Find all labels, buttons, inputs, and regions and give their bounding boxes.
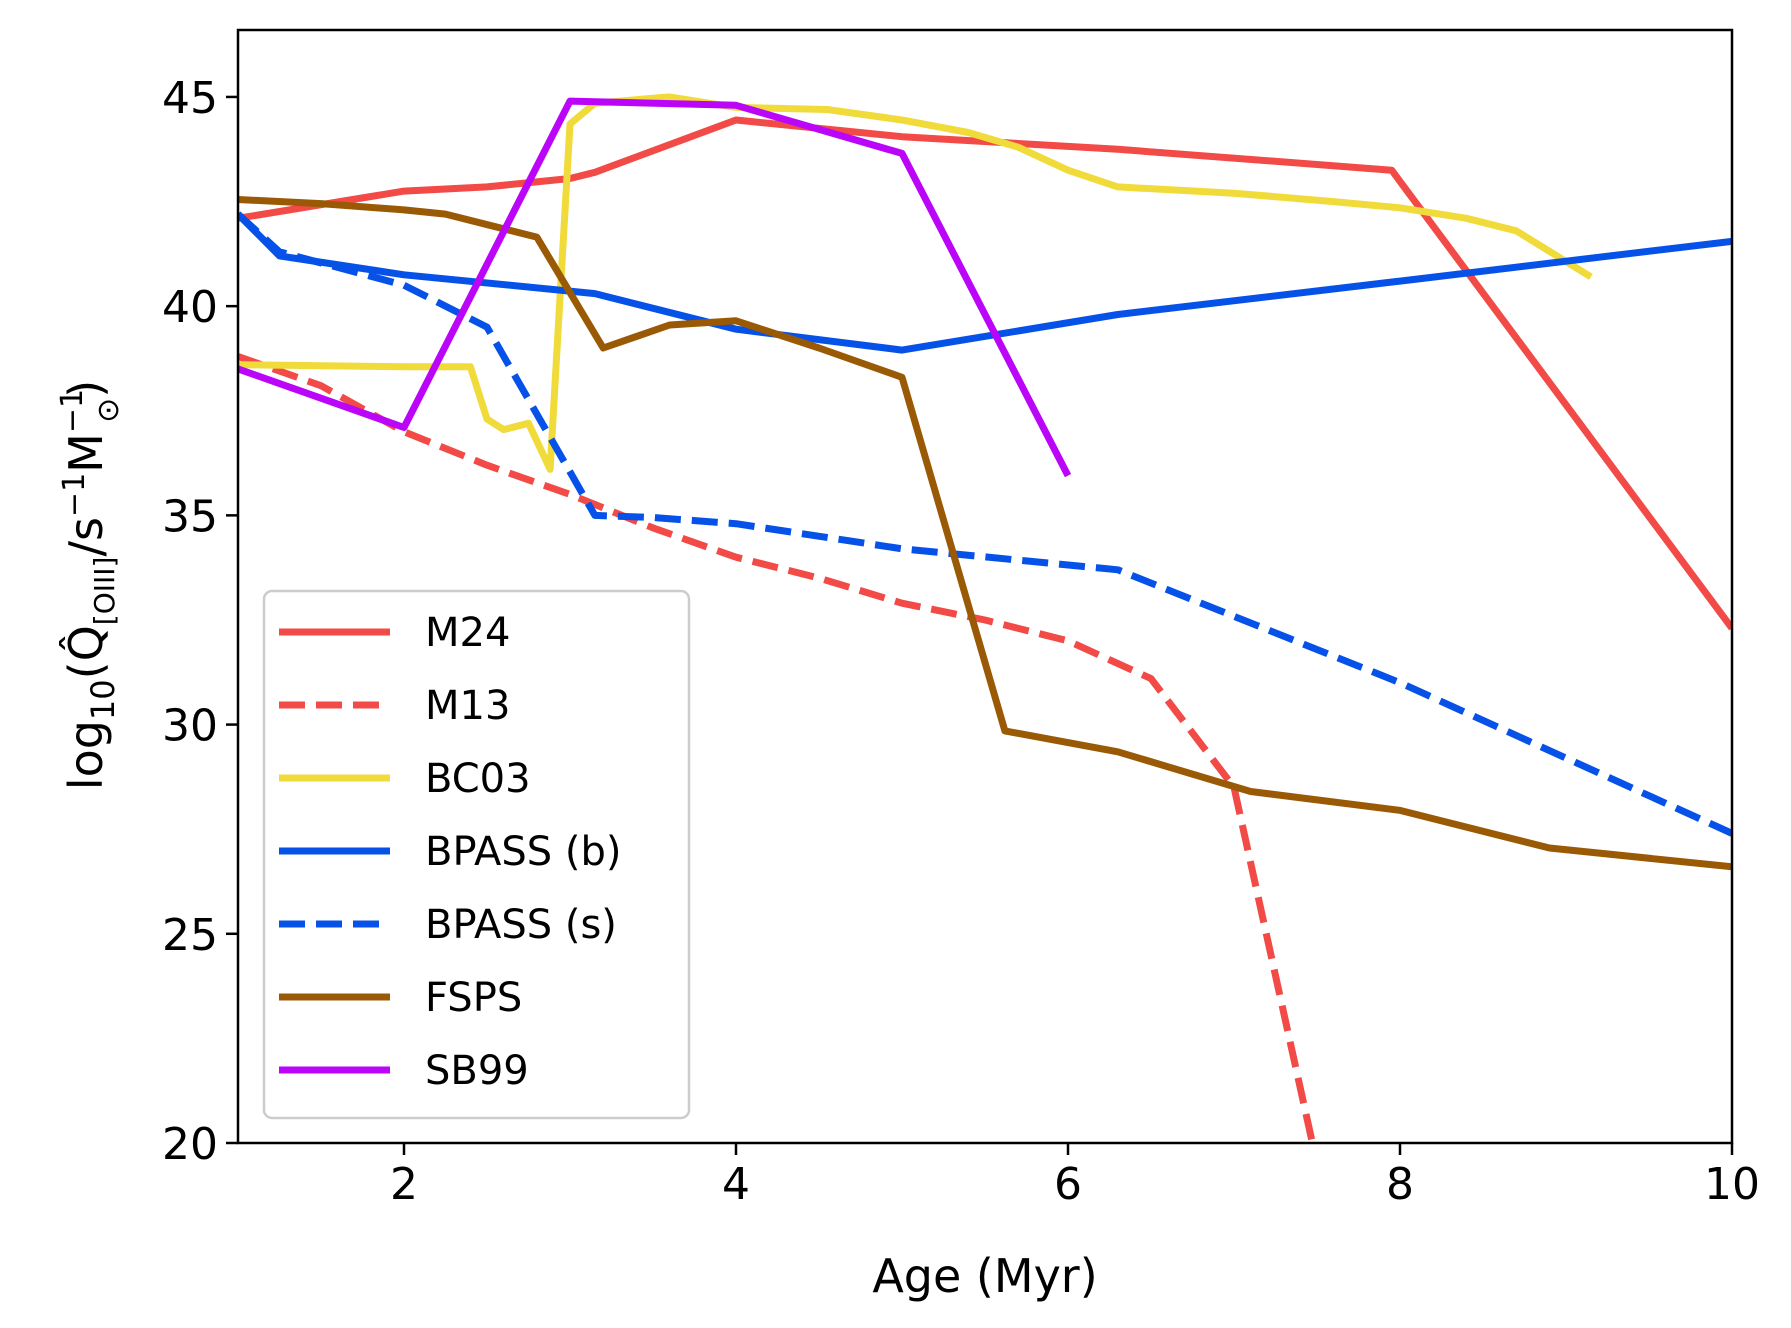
- legend-frame: [262, 589, 691, 1120]
- legend-label-m24: M24: [425, 610, 510, 656]
- series-line-bpass-s: [238, 211, 1732, 837]
- y-tick-label-45: 45: [162, 73, 218, 124]
- x-tick-label-4: 4: [722, 1159, 750, 1210]
- y-tick-label-20: 20: [162, 1119, 218, 1170]
- legend-label-fsps: FSPS: [425, 975, 522, 1021]
- legend-label-bpass-s: BPASS (s): [425, 902, 617, 948]
- x-axis-label: Age (Myr): [872, 1249, 1097, 1303]
- series-line-m13: [238, 353, 1316, 1143]
- legend-label-bpass-b: BPASS (b): [425, 829, 621, 875]
- legend-label-bc03: BC03: [425, 756, 531, 802]
- legend-label-m13: M13: [425, 683, 510, 729]
- series-line-m24: [238, 116, 1732, 631]
- legend-label-sb99: SB99: [425, 1048, 529, 1094]
- y-tick-label-25: 25: [162, 910, 218, 961]
- y-tick-label-35: 35: [162, 491, 218, 542]
- x-tick-label-8: 8: [1386, 1159, 1414, 1210]
- series-line-bc03: [238, 93, 1593, 473]
- plot-frame: [236, 28, 1734, 1145]
- legend: M24 M13 BC03 BPASS (b) BPASS (s) FSPS SB99: [262, 589, 691, 1120]
- series-line-fsps: [238, 196, 1732, 871]
- x-tick-label-2: 2: [390, 1159, 418, 1210]
- series-line-sb99: [238, 97, 1072, 478]
- y-tick-label-30: 30: [162, 701, 218, 752]
- y-tick-label-40: 40: [162, 282, 218, 333]
- y-axis-ticks: 20 25 30 35 40 45: [162, 73, 238, 1170]
- y-axis-label: log10(Q̂[OIII]/s−1M−1⊙): [55, 380, 126, 790]
- x-tick-label-10: 10: [1704, 1159, 1760, 1210]
- series-layer: [238, 93, 1732, 1143]
- x-tick-label-6: 6: [1054, 1159, 1082, 1210]
- x-axis-ticks: 2 4 6 8 10: [390, 1143, 1760, 1210]
